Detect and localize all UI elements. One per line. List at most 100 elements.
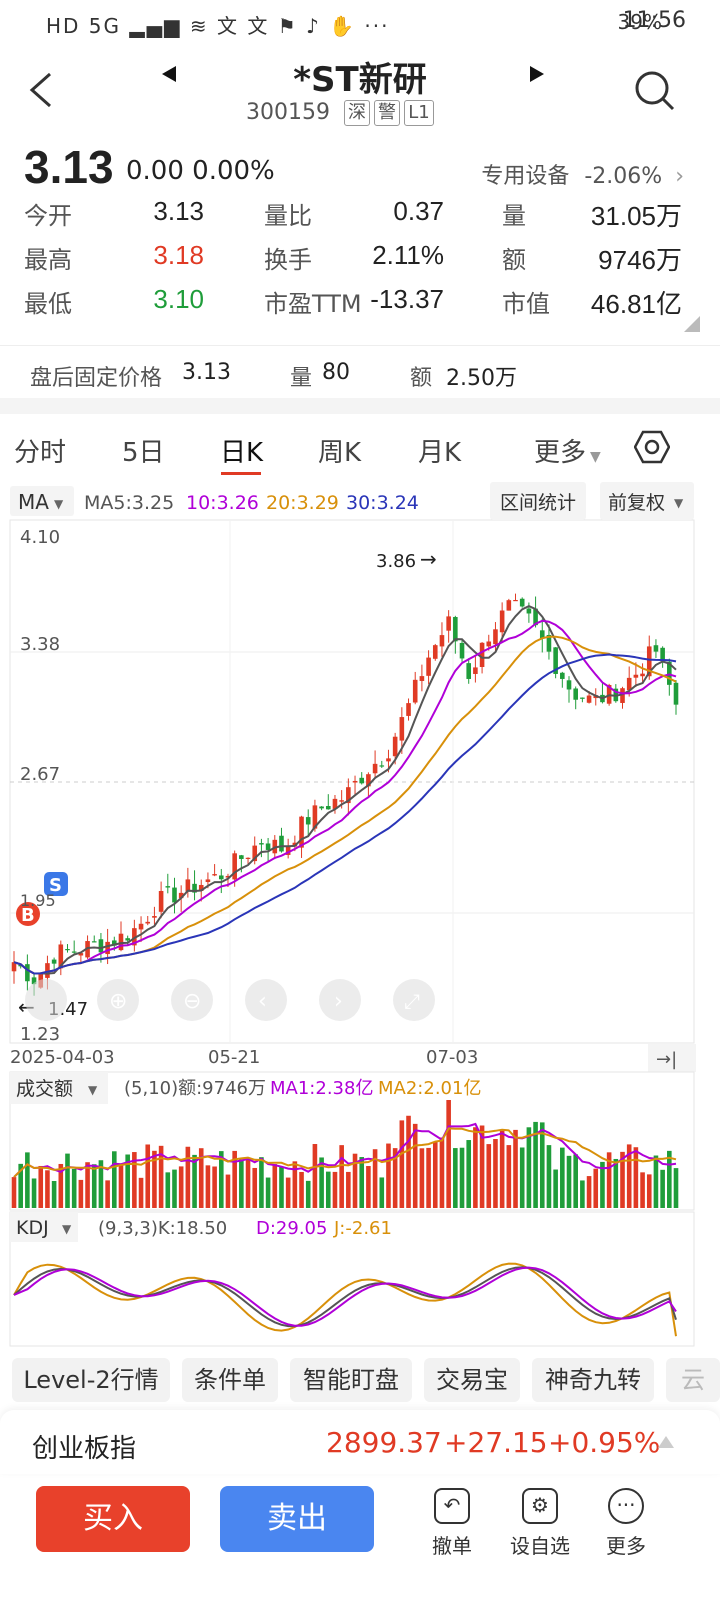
price-tick: 2.67 <box>20 764 60 785</box>
back-icon[interactable] <box>28 72 54 108</box>
industry-link[interactable]: 专用设备 -2.06% › <box>481 158 684 190</box>
candle-body <box>526 608 532 614</box>
kline-chart[interactable]: MA ▼ MA5:3.25 10:3.26 20:3.29 30:3.24 区间… <box>8 480 698 1350</box>
candle-body <box>486 641 492 647</box>
volume-ma2-legend: MA2:2.01亿 <box>378 1078 481 1099</box>
ma10-line <box>13 619 677 975</box>
caret-up-icon[interactable] <box>658 1436 674 1448</box>
candle-body <box>539 630 545 639</box>
buy-marker[interactable]: B <box>16 902 40 926</box>
zoom-in-button[interactable] <box>97 979 139 1021</box>
range-stats-button[interactable]: 区间统计 <box>500 492 576 514</box>
zoom-out-button[interactable] <box>171 979 213 1021</box>
amount-label: 额 <box>502 246 526 274</box>
buy-marker-dot <box>16 902 40 926</box>
more-label: 更多 <box>606 1534 646 1558</box>
candle-body <box>473 667 478 674</box>
after-hours-label: 盘后固定价格 <box>30 366 163 391</box>
settings-hexagon-icon[interactable] <box>634 430 670 464</box>
magic-nine-button[interactable]: 神奇九转 <box>532 1358 654 1402</box>
conditional-order-button[interactable]: 条件单 <box>182 1358 278 1402</box>
kdj-k-line <box>13 1266 677 1328</box>
expand-icon: ⤢ <box>404 989 420 1013</box>
fullscreen-button[interactable] <box>393 979 435 1021</box>
search-icon[interactable] <box>634 70 676 112</box>
low-value: 3.10 <box>153 284 204 314</box>
candle-body <box>11 962 17 972</box>
volume-bar <box>539 1122 545 1208</box>
feature-toolbar: Level-2行情 条件单 智能盯盘 交易宝 神奇九转 云 <box>0 1356 720 1408</box>
kdj-selector-bg[interactable] <box>10 1212 78 1242</box>
undo-icon: ↶ <box>434 1488 470 1524</box>
index-name: 创业板指 <box>32 1434 137 1464</box>
tab-more[interactable]: 更多 ▼ <box>534 432 601 469</box>
volume-legend: (5,10)额:9746万 <box>124 1078 266 1099</box>
sell-button[interactable]: 卖出 <box>220 1486 374 1552</box>
candle-body <box>31 977 37 985</box>
candle-body <box>553 647 558 674</box>
ma5-line <box>13 604 677 975</box>
cancel-order-action[interactable]: ↶ 撤单 <box>422 1488 482 1559</box>
volume-bar <box>660 1169 665 1208</box>
caret-down-icon: ▼ <box>62 1222 72 1236</box>
sell-marker[interactable]: S <box>44 872 68 896</box>
chevron-left-icon: ‹ <box>258 989 267 1014</box>
kline-svg: MA ▼ MA5:3.25 10:3.26 20:3.29 30:3.24 区间… <box>9 482 696 1347</box>
candle-body <box>299 816 304 848</box>
status-bar: HD 5G ▂▄▆ ≋ 文 文 ⚑ ♪ ✋ ··· 39% 11:56 <box>0 0 720 44</box>
ma-selector[interactable]: MA <box>18 490 49 514</box>
candle-body <box>386 758 391 762</box>
volume-bar <box>85 1162 90 1208</box>
jump-latest-button[interactable] <box>648 1044 696 1072</box>
level2-button[interactable]: Level-2行情 <box>12 1358 170 1402</box>
tab-intraday[interactable]: 分时 <box>14 438 67 468</box>
next-stock-icon[interactable] <box>528 64 546 84</box>
volume-bar <box>165 1172 171 1208</box>
prev-button[interactable] <box>245 979 287 1021</box>
set-watchlist-action[interactable]: ⚙ 设自选 <box>508 1488 572 1559</box>
more-action[interactable]: ··· 更多 <box>596 1488 656 1559</box>
volume-bar <box>473 1127 478 1208</box>
tab-5day[interactable]: 5日 <box>122 438 165 468</box>
candle-body <box>439 635 445 647</box>
range-stats-button-bg[interactable] <box>490 482 586 520</box>
after-hours-amt: 2.50万 <box>446 366 517 391</box>
index-ticker[interactable]: 创业板指 2899.37 +27.15 +0.95% <box>0 1410 720 1474</box>
candle-body <box>178 892 184 899</box>
kdj-lines-group <box>13 1262 677 1337</box>
smart-watch-button[interactable]: 智能盯盘 <box>290 1358 412 1402</box>
volume-bar <box>620 1151 625 1208</box>
kdj-selector[interactable]: KDJ <box>16 1217 49 1239</box>
volume-selector[interactable]: 成交额 <box>16 1078 73 1100</box>
expand-corner-icon[interactable] <box>684 316 700 332</box>
volume-bar <box>506 1145 512 1208</box>
caret-down-icon: ▼ <box>54 497 64 511</box>
volume-selector-bg[interactable] <box>10 1072 108 1104</box>
volume-bar <box>218 1151 224 1208</box>
caret-down-icon: ▼ <box>590 449 601 465</box>
tab-daily-k[interactable]: 日K <box>220 438 264 468</box>
candle-body <box>533 608 538 626</box>
scroll-left-button[interactable] <box>25 979 67 1021</box>
turnover-label: 换手 <box>264 246 312 274</box>
ma-selector-bg[interactable] <box>10 486 74 516</box>
buy-button[interactable]: 买入 <box>36 1486 190 1552</box>
candle-body <box>660 647 665 661</box>
tab-weekly-k[interactable]: 周K <box>318 438 362 468</box>
after-hours-vol-label: 量 <box>290 366 313 391</box>
cloud-button[interactable]: 云 <box>666 1358 720 1402</box>
volume-bar <box>392 1148 398 1208</box>
prev-stock-icon[interactable] <box>160 64 178 84</box>
battery-level: 39% <box>617 10 662 34</box>
ma5-legend: MA5:3.25 <box>84 492 174 514</box>
tab-monthly-k[interactable]: 月K <box>418 438 462 468</box>
adjust-selector[interactable]: 前复权 <box>608 492 665 514</box>
trade-treasure-button[interactable]: 交易宝 <box>424 1358 520 1402</box>
volume-bars-group <box>11 1100 679 1208</box>
volume-bar <box>45 1170 50 1208</box>
next-button[interactable] <box>319 979 361 1021</box>
candle-body <box>346 787 351 804</box>
candle-body <box>573 688 578 700</box>
open-value: 3.13 <box>153 196 204 226</box>
adjust-selector-bg[interactable] <box>600 482 694 520</box>
